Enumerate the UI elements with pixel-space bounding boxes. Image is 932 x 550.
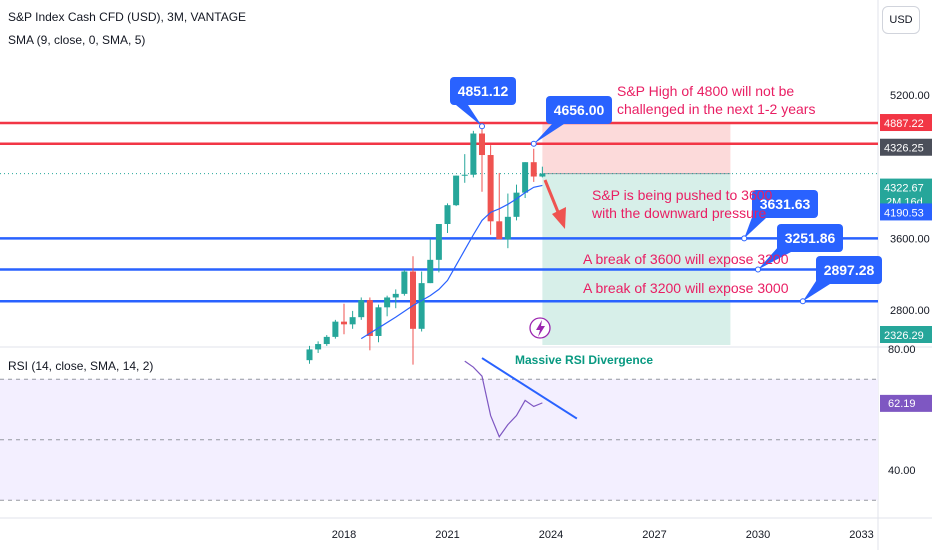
down-arrow-head-icon bbox=[552, 207, 566, 229]
candle bbox=[341, 321, 347, 325]
candle bbox=[427, 259, 434, 284]
callout-tail bbox=[744, 212, 766, 239]
price-label-value: 4887.22 bbox=[884, 118, 924, 130]
sma-line bbox=[360, 184, 543, 340]
time-axis-tick: 2030 bbox=[746, 529, 770, 541]
candle bbox=[315, 344, 322, 350]
price-label-value: 2326.29 bbox=[884, 330, 924, 342]
callout-anchor bbox=[530, 140, 537, 147]
annotation-text: with the downward pressure bbox=[591, 205, 767, 221]
callout-value: 3251.86 bbox=[785, 230, 836, 246]
candle bbox=[513, 192, 520, 217]
rsi-divergence-label: Massive RSI Divergence bbox=[515, 353, 653, 367]
candle bbox=[530, 162, 537, 177]
price-label bbox=[880, 138, 932, 156]
time-axis-tick: 2018 bbox=[332, 529, 356, 541]
rsi-value-text: 62.19 bbox=[888, 398, 916, 410]
time-axis-tick: 2033 bbox=[849, 529, 873, 541]
price-axis-tick: 5200.00 bbox=[890, 90, 930, 102]
rsi-indicator-legend[interactable]: RSI (14, close, SMA, 14, 2) bbox=[8, 359, 154, 373]
callout-anchor bbox=[755, 266, 761, 273]
candle bbox=[410, 271, 416, 329]
candle bbox=[306, 349, 313, 361]
candle bbox=[461, 174, 468, 176]
short-target-zone bbox=[542, 173, 731, 345]
candle bbox=[392, 293, 399, 298]
short-stop-zone bbox=[542, 123, 731, 174]
candle bbox=[470, 133, 477, 175]
candle bbox=[479, 133, 485, 156]
candle bbox=[453, 175, 460, 206]
candle bbox=[444, 205, 451, 224]
price-label-value: 4326.25 bbox=[884, 143, 924, 155]
currency-button[interactable]: USD bbox=[882, 6, 920, 34]
callout-anchor bbox=[799, 298, 806, 305]
price-label-value: 4322.67 bbox=[884, 183, 924, 195]
callout-anchor bbox=[479, 123, 485, 130]
callout-value: 2897.28 bbox=[824, 262, 875, 278]
time-axis-tick: 2024 bbox=[539, 529, 563, 541]
sma-indicator-legend[interactable]: SMA (9, close, 0, SMA, 5) bbox=[8, 33, 146, 47]
callout-tail bbox=[456, 105, 482, 127]
callout-tail bbox=[533, 124, 564, 144]
rsi-axis-tick: 80.00 bbox=[888, 344, 916, 356]
callout-value: 3631.63 bbox=[760, 196, 811, 212]
callout-box bbox=[752, 190, 818, 218]
callout-anchor bbox=[741, 235, 748, 242]
candle bbox=[539, 173, 546, 177]
lightning-bolt-icon bbox=[536, 320, 545, 337]
candle bbox=[418, 283, 425, 329]
callout-box bbox=[777, 224, 843, 252]
rsi-line bbox=[464, 360, 543, 438]
rsi-divergence-line bbox=[481, 357, 578, 420]
candle bbox=[522, 162, 529, 193]
candle bbox=[332, 321, 339, 337]
candle bbox=[496, 221, 503, 240]
time-axis-tick: 2027 bbox=[642, 529, 666, 541]
candle bbox=[435, 224, 442, 260]
candle bbox=[349, 317, 356, 325]
price-label bbox=[880, 326, 932, 343]
price-label bbox=[880, 114, 932, 132]
candle bbox=[384, 297, 391, 308]
rsi-axis-tick: 40.00 bbox=[888, 465, 916, 477]
candle bbox=[323, 336, 330, 345]
annotation-text: A break of 3200 will expose 3000 bbox=[583, 280, 789, 296]
rsi-value-label bbox=[880, 394, 932, 412]
annotation-text: S&P High of 4800 will not be bbox=[617, 83, 794, 99]
candle bbox=[366, 300, 373, 336]
callout-box bbox=[546, 96, 612, 124]
callout-value: 4656.00 bbox=[554, 102, 605, 118]
callout-box bbox=[816, 256, 882, 284]
callout-value: 4851.12 bbox=[458, 83, 509, 99]
symbol-title[interactable]: S&P Index Cash CFD (USD), 3M, VANTAGE bbox=[8, 10, 247, 24]
candle bbox=[487, 155, 494, 222]
down-arrow-icon bbox=[543, 179, 560, 213]
annotation-text: S&P is being pushed to 3600 bbox=[592, 187, 773, 203]
price-label bbox=[880, 203, 932, 221]
annotation-text: A break of 3600 will expose 3200 bbox=[583, 251, 789, 267]
annotation-text: challenged in the next 1-2 years bbox=[617, 101, 815, 117]
price-label-value: 4190.53 bbox=[884, 207, 924, 219]
price-axis-tick: 3600.00 bbox=[890, 233, 930, 245]
candle bbox=[358, 300, 365, 318]
candle bbox=[375, 307, 382, 336]
callout-box bbox=[450, 77, 516, 105]
time-axis-tick: 2021 bbox=[435, 529, 459, 541]
price-axis-tick: 2800.00 bbox=[890, 305, 930, 317]
candle bbox=[401, 271, 408, 294]
candle bbox=[504, 216, 511, 240]
